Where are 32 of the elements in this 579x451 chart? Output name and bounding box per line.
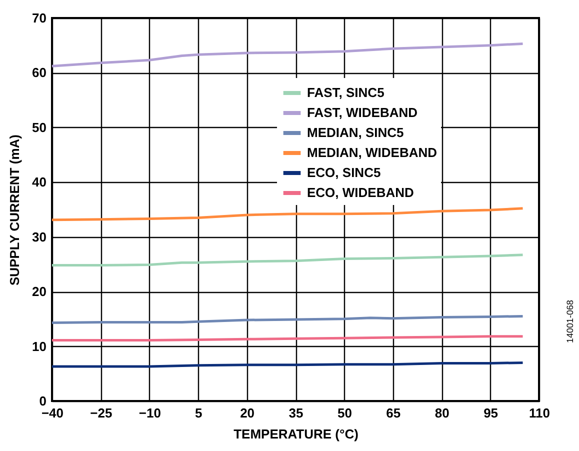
y-tick-label: 20 — [32, 284, 46, 300]
line-series — [50, 207, 524, 222]
y-tick-label: 10 — [32, 338, 46, 354]
y-tick-label: 60 — [32, 65, 46, 80]
y-axis-title: SUPPLY CURRENT (mA) — [7, 134, 22, 286]
x-tick-label: 20 — [240, 406, 255, 420]
legend-label: ECO, SINC5 — [307, 165, 381, 180]
legend-label: FAST, SINC5 — [307, 85, 384, 100]
x-axis-title: TEMPERATURE (°C) — [234, 426, 358, 442]
legend-label: MEDIAN, WIDEBAND — [307, 145, 437, 160]
legend-label: FAST, WIDEBAND — [307, 105, 418, 120]
x-tick-label: 110 — [529, 406, 550, 420]
x-tick-label: 65 — [386, 406, 401, 420]
legend-label: MEDIAN, SINC5 — [307, 125, 404, 140]
x-tick-label: 50 — [337, 406, 352, 420]
legend-label: ECO, WIDEBAND — [307, 185, 414, 200]
y-tick-label: 50 — [32, 120, 46, 135]
x-tick-label: 95 — [484, 406, 498, 420]
line-series — [50, 254, 524, 267]
x-tick-label: −10 — [138, 406, 161, 420]
text: 14001-068 — [565, 300, 575, 344]
y-tick-label: 40 — [32, 174, 46, 190]
line-series — [50, 314, 524, 324]
line-series — [50, 42, 524, 68]
x-tick-label: 35 — [288, 406, 304, 420]
x-tick-label: 5 — [194, 406, 202, 420]
y-tick-label: 30 — [32, 229, 46, 244]
y-tick-label: 70 — [32, 10, 46, 26]
x-tick-label: −25 — [90, 406, 112, 420]
y-tick-label: 0 — [39, 394, 46, 408]
x-tick-label: 80 — [434, 406, 450, 420]
x-tick-label: −40 — [41, 406, 64, 420]
